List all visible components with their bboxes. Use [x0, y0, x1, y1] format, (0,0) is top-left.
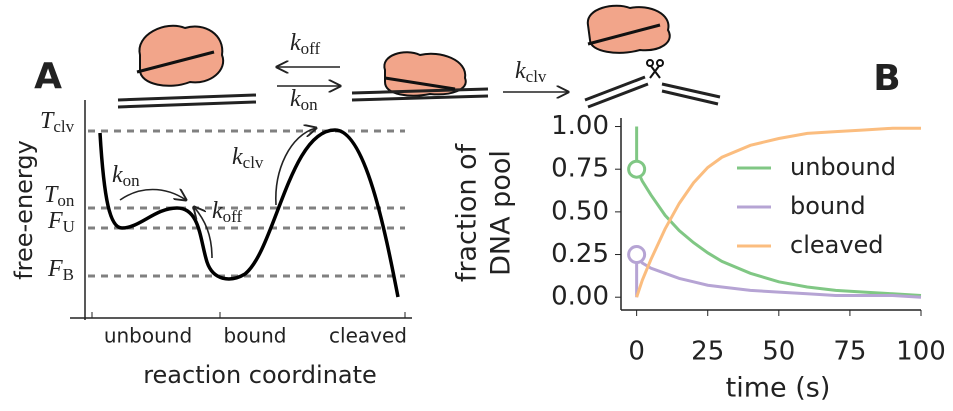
dna: [662, 84, 720, 97]
dna: [118, 102, 256, 107]
dna: [118, 95, 256, 100]
rate-label: koff: [290, 30, 321, 58]
level-label: FB: [47, 256, 74, 284]
y-tick-label: 1.00: [551, 111, 609, 141]
x-tick-label: 50: [762, 337, 795, 367]
x-tick-label: 0: [628, 337, 645, 367]
dna: [352, 96, 488, 100]
initial-marker: [629, 161, 645, 177]
state-label: unbound: [104, 324, 192, 348]
panel-a: A free-energy reaction coordinate unboun…: [10, 56, 412, 389]
schematic: koff kon kclv: [118, 6, 720, 114]
rate-label: kclv: [232, 144, 264, 172]
series-line: [637, 255, 921, 298]
initial-marker: [629, 247, 645, 263]
x-tick-label: 100: [896, 337, 946, 367]
legend-label: cleaved: [790, 231, 884, 259]
y-tick-label: 0.00: [551, 282, 609, 312]
level-label: Tclv: [40, 108, 75, 136]
level-label: Ton: [44, 182, 75, 210]
x-tick-label: 25: [691, 337, 724, 367]
legend-label: unbound: [790, 153, 896, 181]
x-tick-label: 75: [833, 337, 866, 367]
panel-label: A: [34, 56, 62, 97]
protein: [588, 6, 670, 53]
y-axis-label: fraction of: [452, 142, 483, 282]
protein: [139, 26, 223, 86]
y-tick-label: 0.25: [551, 239, 609, 269]
rate-label: kclv: [515, 58, 547, 86]
x-axis-label: reaction coordinate: [143, 361, 377, 389]
arrow: [120, 190, 186, 201]
state-label: bound: [224, 324, 287, 348]
legend-label: bound: [790, 192, 866, 220]
level-label: FU: [47, 208, 75, 236]
dna: [352, 89, 488, 93]
dna: [662, 91, 718, 104]
x-axis-label: time (s): [726, 373, 831, 404]
rate-label: kon: [290, 86, 318, 114]
panel-b: B time (s) fraction of DNA pool 0.00 0.25…: [452, 58, 946, 404]
y-tick-label: 0.50: [551, 196, 609, 226]
rate-label: koff: [212, 198, 243, 226]
series-line: [637, 127, 921, 296]
rate-label: kon: [112, 162, 140, 190]
y-axis-label: free-energy: [10, 140, 38, 280]
panel-label: B: [873, 58, 900, 99]
scissors: [647, 60, 663, 78]
figure: A free-energy reaction coordinate unboun…: [0, 0, 953, 411]
y-tick-label: 0.75: [551, 154, 609, 184]
state-label: cleaved: [329, 324, 407, 348]
y-axis-label: DNA pool: [486, 150, 517, 276]
